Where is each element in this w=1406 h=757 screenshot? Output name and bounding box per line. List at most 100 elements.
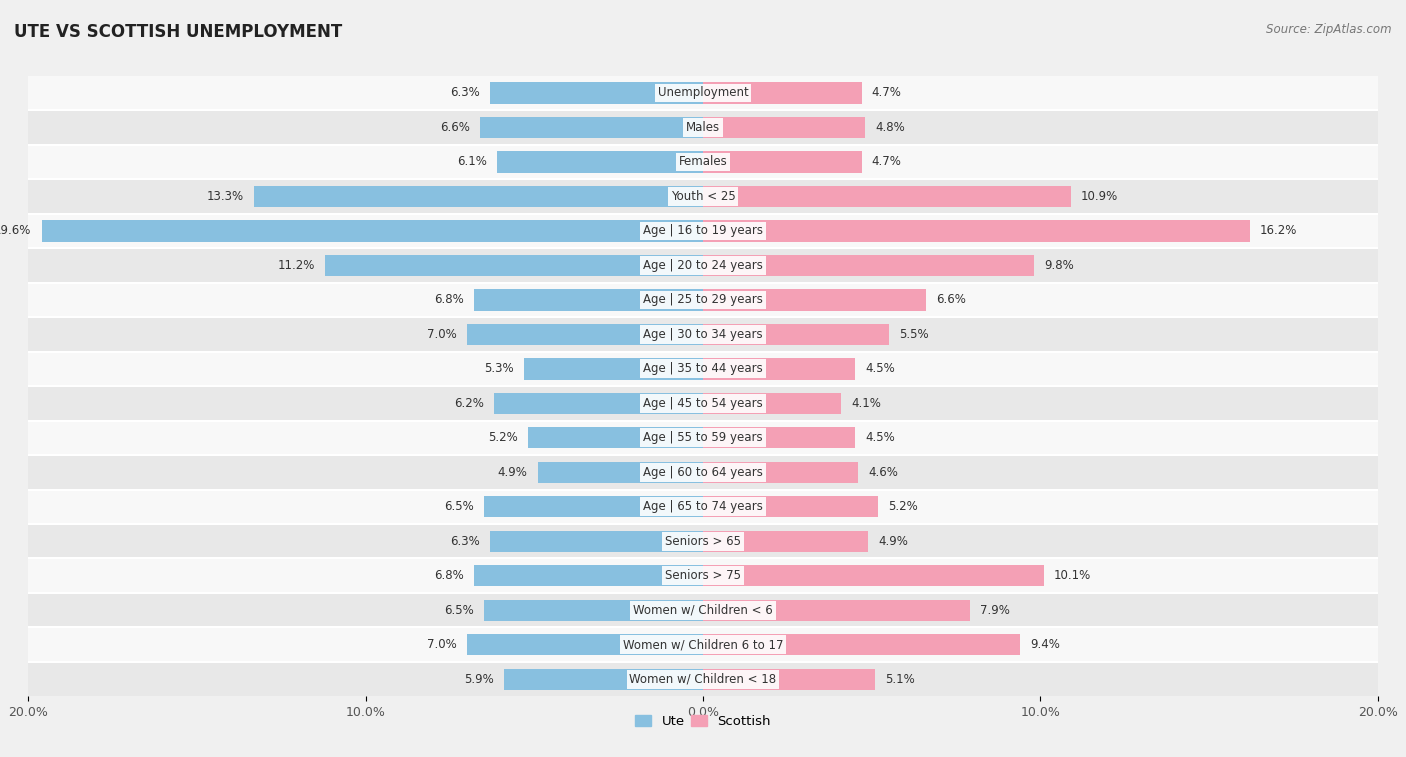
Text: 19.6%: 19.6% (0, 224, 31, 238)
Bar (28, 351, 1378, 386)
Legend: Ute, Scottish: Ute, Scottish (630, 710, 776, 734)
Bar (703, 393, 841, 414)
Bar (484, 600, 703, 621)
Text: Unemployment: Unemployment (658, 86, 748, 99)
Bar (703, 600, 970, 621)
Bar (28, 559, 1378, 593)
Text: 4.9%: 4.9% (498, 466, 527, 478)
Bar (491, 531, 703, 552)
Text: 6.3%: 6.3% (450, 86, 481, 99)
Text: Males: Males (686, 121, 720, 134)
Bar (28, 662, 1378, 696)
Text: 4.5%: 4.5% (865, 431, 894, 444)
Bar (28, 386, 1378, 421)
Bar (703, 220, 1250, 241)
Bar (474, 565, 703, 587)
Bar (474, 289, 703, 310)
Bar (28, 179, 1378, 213)
Text: 5.2%: 5.2% (488, 431, 517, 444)
Bar (467, 634, 703, 656)
Text: 9.8%: 9.8% (1043, 259, 1074, 272)
Text: 4.1%: 4.1% (852, 397, 882, 410)
Text: 6.1%: 6.1% (457, 155, 486, 168)
Text: 7.0%: 7.0% (427, 328, 457, 341)
Bar (703, 634, 1021, 656)
Text: 6.2%: 6.2% (454, 397, 484, 410)
Bar (28, 248, 1378, 282)
Bar (28, 213, 1378, 248)
Text: 10.1%: 10.1% (1054, 569, 1091, 582)
Text: 13.3%: 13.3% (207, 190, 245, 203)
Text: 4.7%: 4.7% (872, 155, 901, 168)
Text: 5.5%: 5.5% (898, 328, 928, 341)
Bar (703, 531, 869, 552)
Bar (28, 490, 1378, 524)
Bar (28, 317, 1378, 351)
Text: 7.0%: 7.0% (427, 638, 457, 651)
Bar (28, 111, 1378, 145)
Bar (503, 668, 703, 690)
Text: Age | 35 to 44 years: Age | 35 to 44 years (643, 363, 763, 375)
Bar (28, 421, 1378, 455)
Text: 6.6%: 6.6% (936, 294, 966, 307)
Text: UTE VS SCOTTISH UNEMPLOYMENT: UTE VS SCOTTISH UNEMPLOYMENT (14, 23, 342, 41)
Bar (28, 593, 1378, 628)
Text: Seniors > 65: Seniors > 65 (665, 534, 741, 548)
Text: Source: ZipAtlas.com: Source: ZipAtlas.com (1267, 23, 1392, 36)
Text: 11.2%: 11.2% (277, 259, 315, 272)
Text: 4.7%: 4.7% (872, 86, 901, 99)
Text: 5.1%: 5.1% (886, 673, 915, 686)
Text: Age | 45 to 54 years: Age | 45 to 54 years (643, 397, 763, 410)
Text: 9.4%: 9.4% (1031, 638, 1060, 651)
Text: 4.9%: 4.9% (879, 534, 908, 548)
Text: Women w/ Children < 18: Women w/ Children < 18 (630, 673, 776, 686)
Text: Youth < 25: Youth < 25 (671, 190, 735, 203)
Bar (28, 145, 1378, 179)
Bar (703, 185, 1071, 207)
Bar (703, 565, 1043, 587)
Text: 5.2%: 5.2% (889, 500, 918, 513)
Text: 6.5%: 6.5% (444, 604, 474, 617)
Bar (28, 524, 1378, 559)
Bar (42, 220, 703, 241)
Bar (703, 151, 862, 173)
Text: 4.5%: 4.5% (865, 363, 894, 375)
Text: Age | 60 to 64 years: Age | 60 to 64 years (643, 466, 763, 478)
Text: 6.3%: 6.3% (450, 534, 481, 548)
Bar (703, 324, 889, 345)
Bar (537, 462, 703, 483)
Text: 6.6%: 6.6% (440, 121, 470, 134)
Bar (703, 358, 855, 379)
Text: Age | 55 to 59 years: Age | 55 to 59 years (643, 431, 763, 444)
Bar (703, 496, 879, 518)
Text: 6.5%: 6.5% (444, 500, 474, 513)
Text: Age | 30 to 34 years: Age | 30 to 34 years (643, 328, 763, 341)
Bar (28, 76, 1378, 111)
Text: Age | 20 to 24 years: Age | 20 to 24 years (643, 259, 763, 272)
Bar (484, 496, 703, 518)
Bar (325, 254, 703, 276)
Bar (481, 117, 703, 138)
Text: 5.3%: 5.3% (485, 363, 515, 375)
Bar (28, 628, 1378, 662)
Bar (467, 324, 703, 345)
Text: Women w/ Children < 6: Women w/ Children < 6 (633, 604, 773, 617)
Text: Age | 25 to 29 years: Age | 25 to 29 years (643, 294, 763, 307)
Text: 7.9%: 7.9% (980, 604, 1010, 617)
Bar (703, 289, 925, 310)
Text: Age | 65 to 74 years: Age | 65 to 74 years (643, 500, 763, 513)
Bar (524, 358, 703, 379)
Bar (498, 151, 703, 173)
Text: 5.9%: 5.9% (464, 673, 494, 686)
Text: 6.8%: 6.8% (433, 569, 464, 582)
Bar (254, 185, 703, 207)
Bar (703, 254, 1033, 276)
Text: Seniors > 75: Seniors > 75 (665, 569, 741, 582)
Text: 6.8%: 6.8% (433, 294, 464, 307)
Bar (703, 117, 865, 138)
Bar (703, 427, 855, 448)
Text: 4.8%: 4.8% (875, 121, 905, 134)
Bar (527, 427, 703, 448)
Bar (28, 282, 1378, 317)
Text: 4.6%: 4.6% (869, 466, 898, 478)
